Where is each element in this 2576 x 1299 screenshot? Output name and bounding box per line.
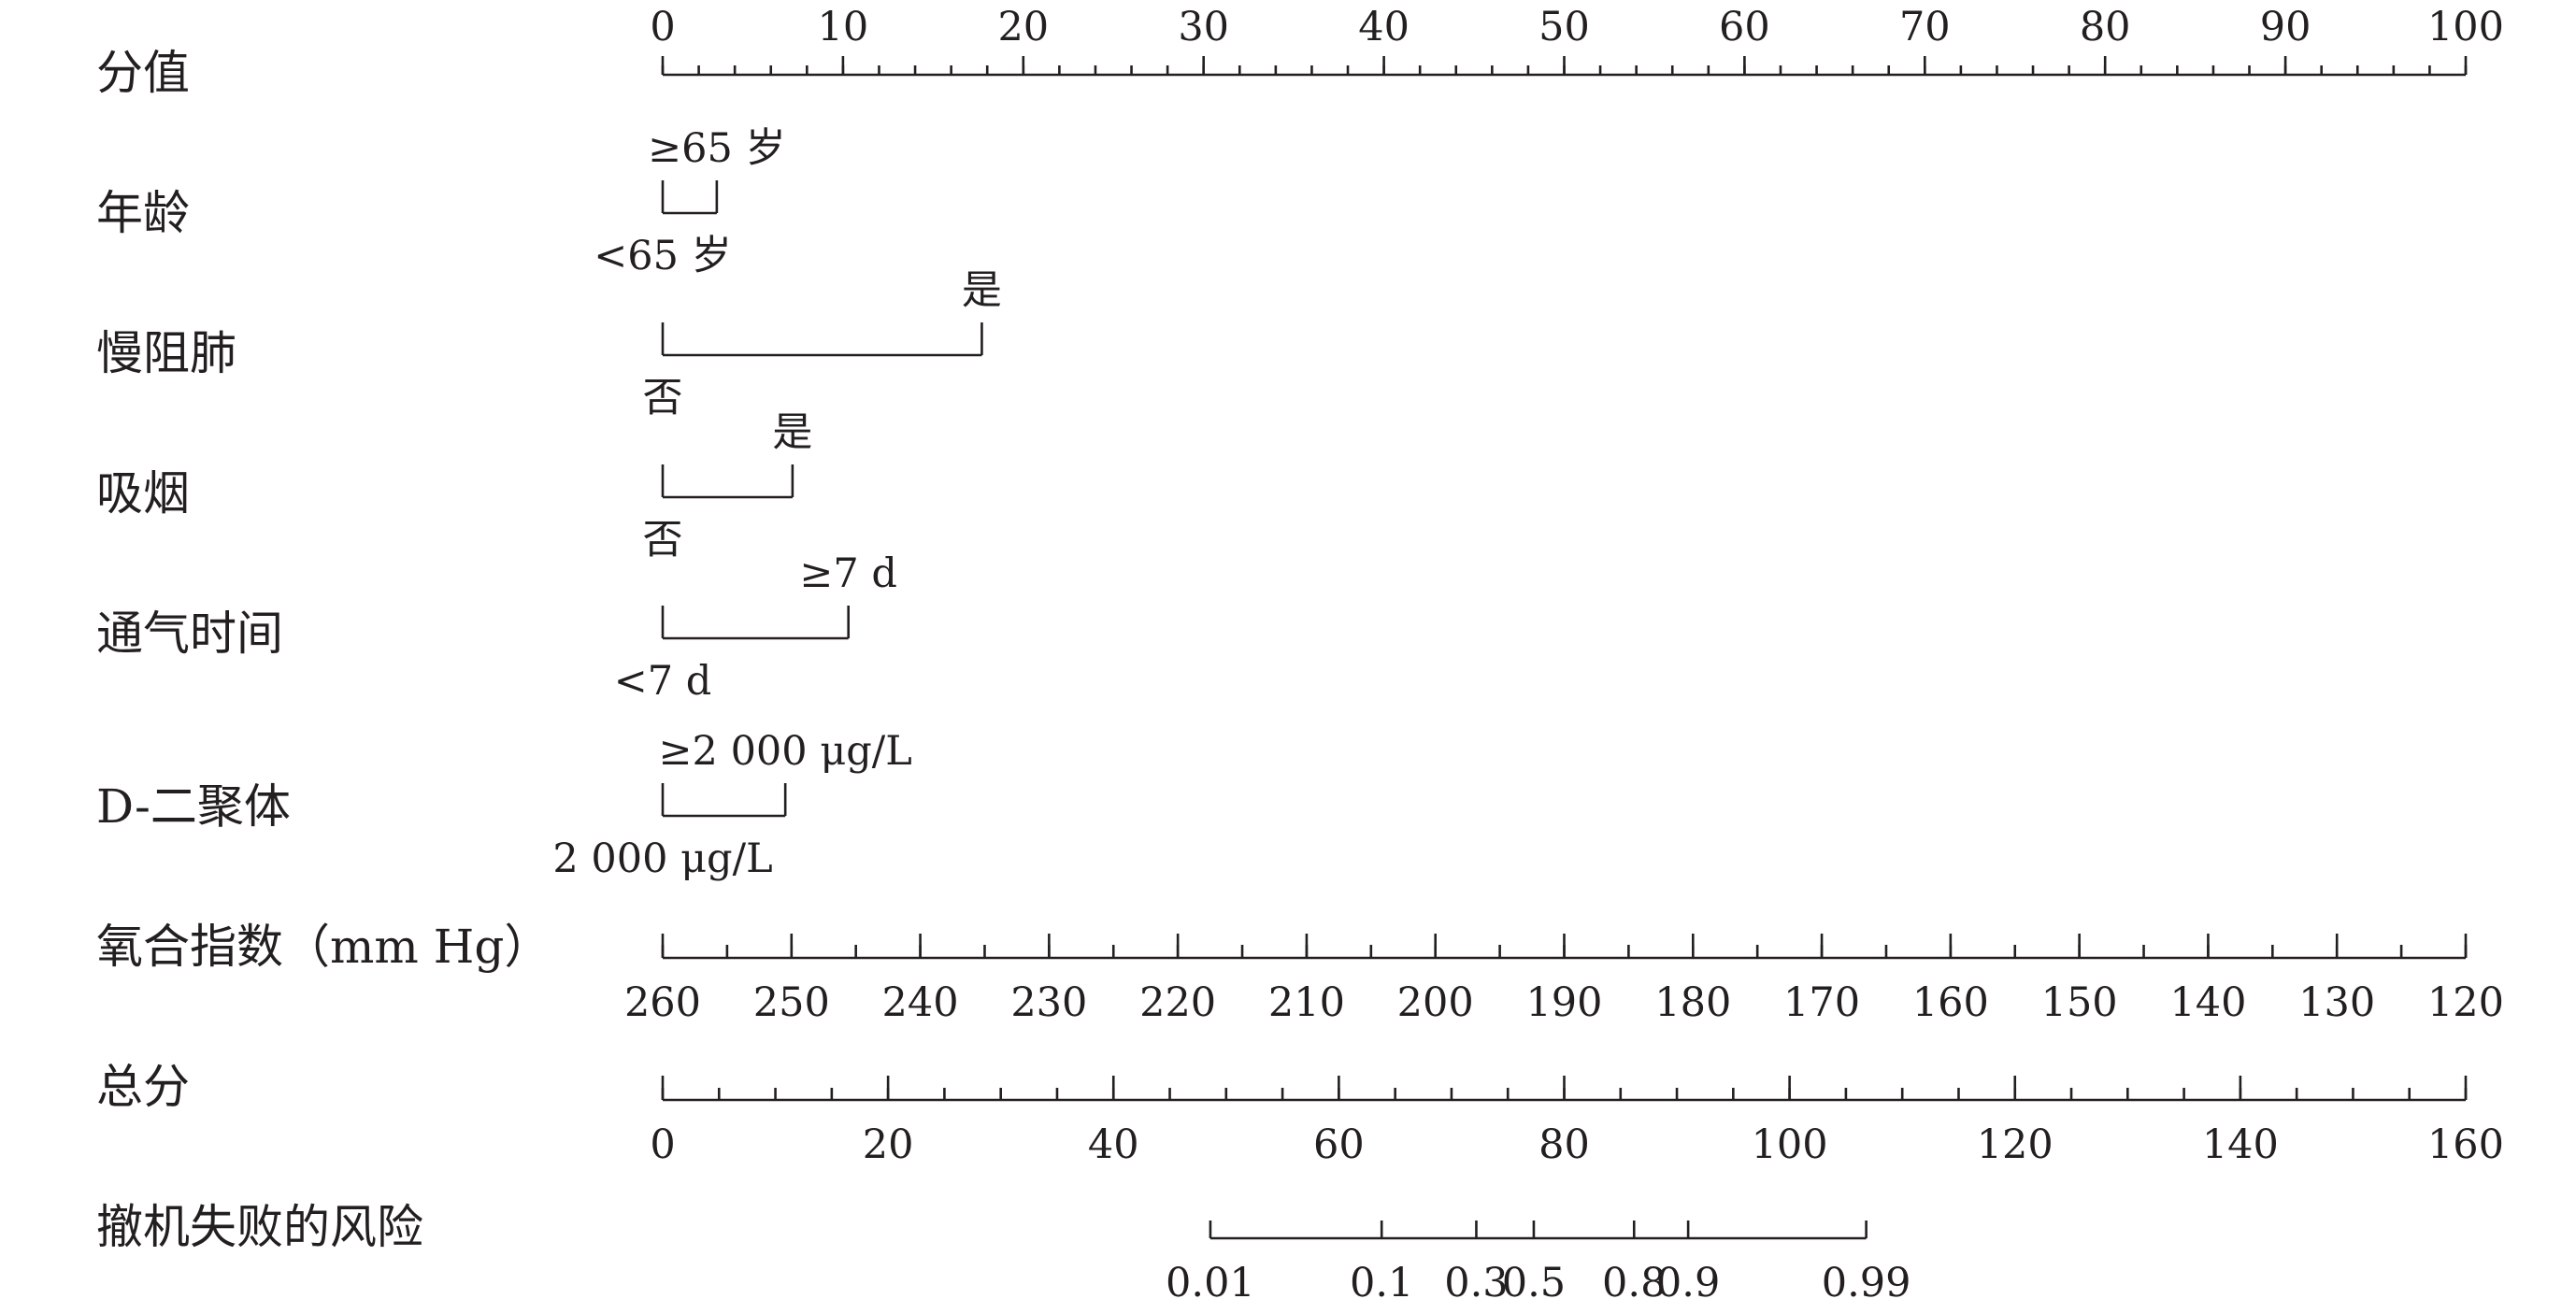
total-tick-label: 40 — [1088, 1121, 1139, 1168]
ventilation-time-level-label-low: <7 d — [614, 658, 712, 705]
smoking-level-label-high: 是 — [772, 409, 812, 456]
row-label-age: 年龄 — [96, 186, 190, 240]
oxygenation-tick-label: 190 — [1525, 979, 1602, 1026]
total-tick-label: 60 — [1313, 1121, 1365, 1168]
total-tick-label: 20 — [863, 1121, 914, 1168]
oxygenation-tick-label: 230 — [1010, 979, 1087, 1026]
total-tick-label: 160 — [2427, 1121, 2504, 1168]
oxygenation-tick-label: 200 — [1397, 979, 1474, 1026]
risk-tick-label: 0.99 — [1822, 1260, 1911, 1299]
row-labels: 分值 年龄 慢阻肺 吸烟 通气时间 D-二聚体 氧合指数（mm Hg） 总分 撤… — [96, 46, 551, 1254]
oxygenation-tick-label: 210 — [1268, 979, 1345, 1026]
total-tick-label: 0 — [650, 1121, 675, 1168]
points-tick-label: 20 — [997, 4, 1049, 50]
points-tick-label: 70 — [1899, 4, 1951, 50]
oxygenation-tick-label: 180 — [1654, 979, 1731, 1026]
row-label-copd: 慢阻肺 — [96, 326, 236, 380]
row-label-ventilation-time: 通气时间 — [96, 607, 283, 661]
row-label-smoking: 吸烟 — [96, 466, 190, 521]
oxygenation-tick-label: 160 — [1912, 979, 1989, 1026]
points-tick-label: 40 — [1358, 4, 1410, 50]
copd-level-label-high: 是 — [962, 267, 1002, 314]
risk-tick-label: 0.8 — [1602, 1260, 1666, 1299]
total-tick-label: 100 — [1752, 1121, 1828, 1168]
d-dimer-level-label-low: 2 000 μg/L — [552, 835, 772, 882]
points-tick-label: 10 — [818, 4, 869, 50]
oxygenation-tick-label: 220 — [1139, 979, 1216, 1026]
oxygenation-tick-label: 260 — [624, 979, 701, 1026]
row-label-oxygenation-index: 氧合指数（mm Hg） — [96, 920, 551, 974]
points-tick-label: 50 — [1538, 4, 1590, 50]
age-level-label-low: <65 岁 — [594, 233, 731, 279]
points-tick-label: 30 — [1178, 4, 1229, 50]
points-tick-label: 90 — [2260, 4, 2311, 50]
total-tick-label: 140 — [2202, 1121, 2279, 1168]
ventilation-time-level-label-high: ≥7 d — [799, 550, 897, 597]
row-label-total-points: 总分 — [96, 1060, 190, 1114]
row-label-d-dimer: D-二聚体 — [96, 779, 291, 834]
copd-level-label-low: 否 — [643, 375, 683, 421]
oxygenation-tick-label: 130 — [2298, 979, 2375, 1026]
oxygenation-tick-label: 250 — [753, 979, 830, 1026]
points-tick-label: 0 — [650, 4, 675, 50]
risk-tick-label: 0.3 — [1444, 1260, 1508, 1299]
oxygenation-tick-label: 170 — [1783, 979, 1860, 1026]
risk-tick-label: 0.01 — [1166, 1260, 1255, 1299]
oxygenation-tick-label: 240 — [882, 979, 959, 1026]
risk-tick-label: 0.1 — [1350, 1260, 1413, 1299]
oxygenation-tick-label: 150 — [2041, 979, 2118, 1026]
age-level-label-high: ≥65 岁 — [648, 125, 785, 172]
oxygenation-tick-label: 140 — [2169, 979, 2246, 1026]
points-tick-label: 100 — [2427, 4, 2504, 50]
row-label-risk: 撤机失败的风险 — [96, 1200, 423, 1254]
points-tick-label: 60 — [1719, 4, 1770, 50]
risk-tick-label: 0.9 — [1656, 1260, 1720, 1299]
total-tick-label: 80 — [1538, 1121, 1590, 1168]
total-tick-label: 120 — [1977, 1121, 2054, 1168]
risk-tick-label: 0.5 — [1502, 1260, 1566, 1299]
smoking-level-label-low: 否 — [643, 517, 683, 564]
points-tick-label: 80 — [2080, 4, 2131, 50]
row-label-points: 分值 — [96, 46, 190, 100]
oxygenation-tick-label: 120 — [2427, 979, 2504, 1026]
d-dimer-level-label-high: ≥2 000 μg/L — [659, 728, 912, 775]
